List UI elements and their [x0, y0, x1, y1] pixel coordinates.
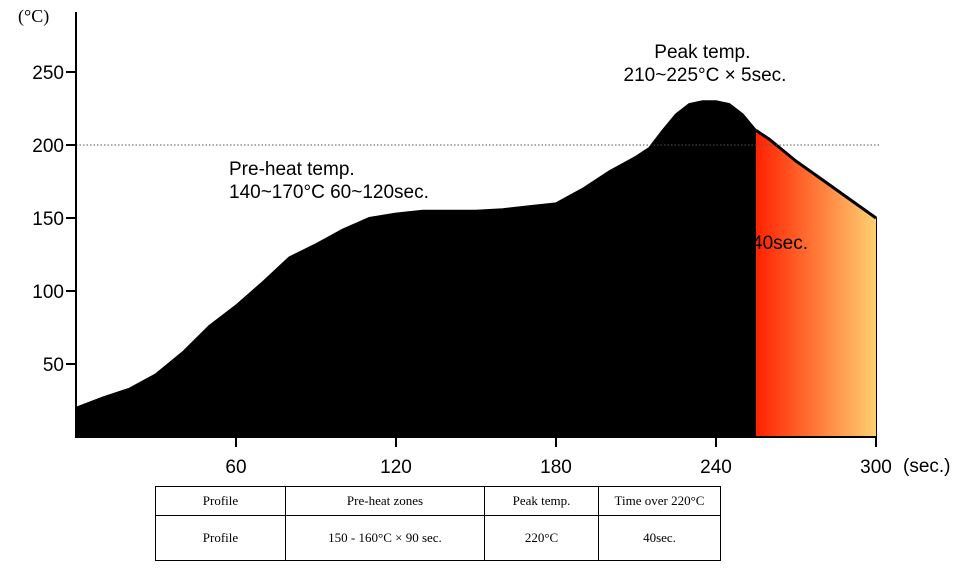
peak-annotation-line2: 210~225°C × 5sec.: [624, 65, 787, 86]
profile-table: Profile Pre-heat zones Peak temp. Time o…: [155, 486, 721, 561]
table-header-cell: Profile: [155, 486, 286, 516]
highlight-label: 40sec.: [752, 233, 808, 254]
preheat-annotation: Pre-heat temp. 140~170°C 60~120sec.: [229, 159, 429, 203]
table-header-row: Profile Pre-heat zones Peak temp. Time o…: [155, 486, 721, 516]
x-tick-label: 120: [380, 457, 412, 478]
preheat-annotation-line1: Pre-heat temp.: [229, 159, 355, 180]
y-tick-label: 200: [32, 136, 64, 157]
x-tick-label: 180: [540, 457, 572, 478]
y-tick-label: 250: [32, 63, 64, 84]
table-cell: 220°C: [484, 515, 599, 561]
table-row: Profile 150 - 160°C × 90 sec. 220°C 40se…: [155, 515, 721, 561]
y-tick-label: 100: [32, 282, 64, 303]
preheat-annotation-line2: 140~170°C 60~120sec.: [229, 182, 429, 203]
table-cell: Profile: [155, 515, 286, 561]
temperature-curve-tail: [755, 129, 877, 220]
table-header-cell: Pre-heat zones: [285, 486, 485, 516]
time-over-220-highlight: [756, 130, 876, 437]
table-header-cell: Time over 220°C: [598, 486, 721, 516]
table-cell: 40sec.: [598, 515, 721, 561]
table-header-cell: Peak temp.: [484, 486, 599, 516]
reflow-profile-chart: (°C) (sec.) 50 100 150 200 250 60 120 180 240 30…: [18, 6, 951, 478]
x-tick-label: 300: [860, 457, 892, 478]
peak-annotation: Peak temp. 210~225°C × 5sec.: [624, 42, 787, 86]
x-tick-label: 60: [225, 457, 246, 478]
y-tick-label: 50: [43, 355, 64, 376]
y-tick-label: 150: [32, 209, 64, 230]
x-axis-unit: (sec.): [903, 456, 951, 477]
x-tick-label: 240: [700, 457, 732, 478]
y-axis-unit: (°C): [18, 6, 49, 27]
table-cell: 150 - 160°C × 90 sec.: [285, 515, 485, 561]
peak-annotation-line1: Peak temp.: [654, 42, 750, 63]
